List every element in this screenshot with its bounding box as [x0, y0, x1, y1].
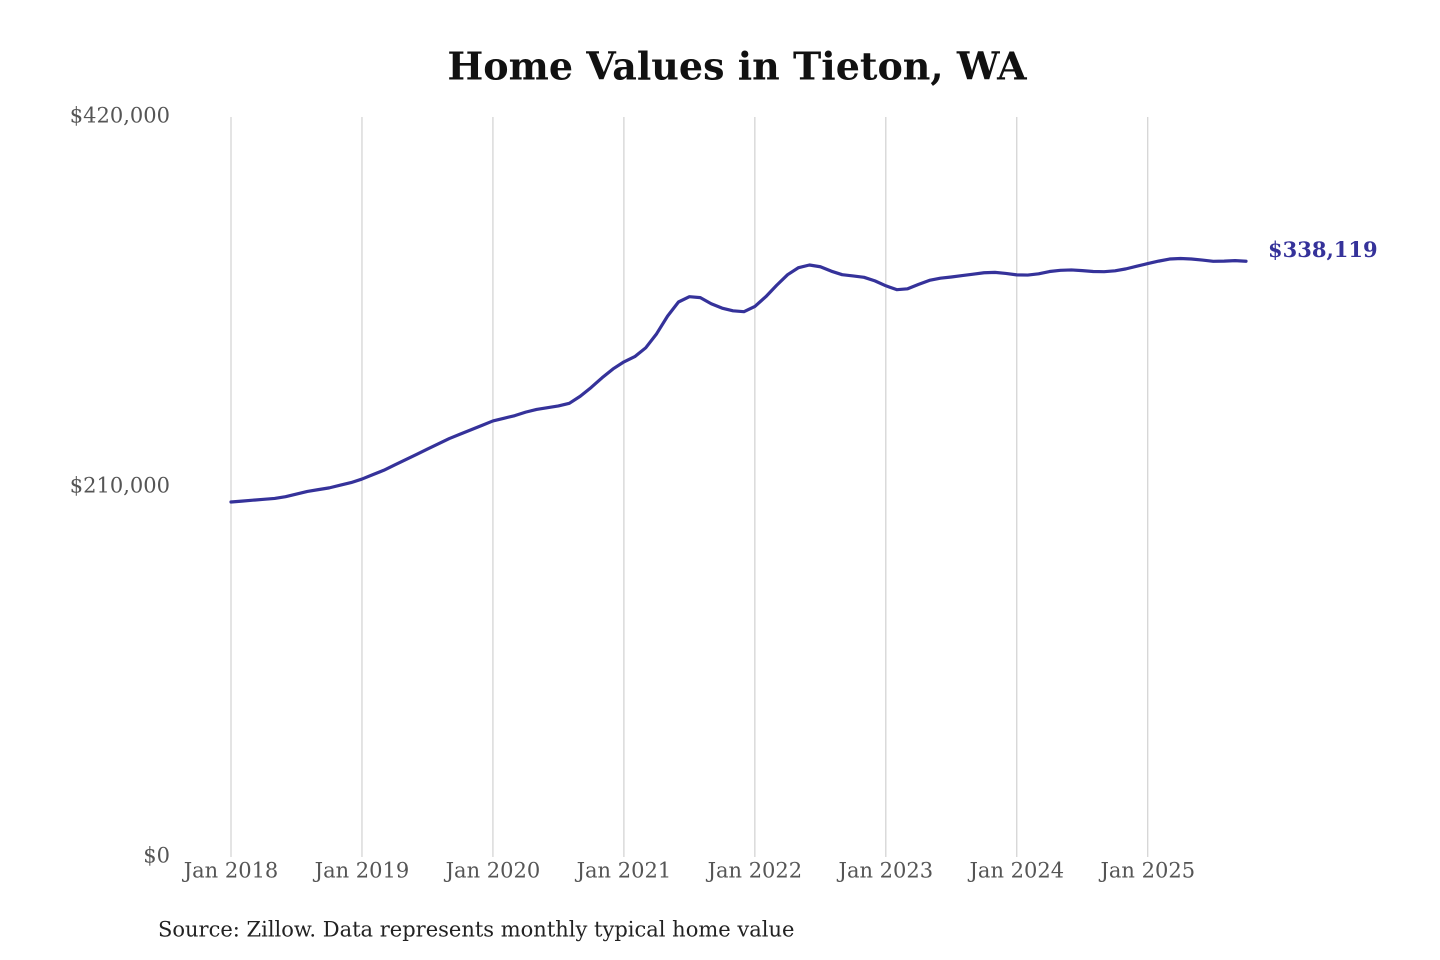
chart-title: Home Values in Tieton, WA	[447, 44, 1027, 89]
x-tick-label: Jan 2021	[575, 859, 672, 883]
line-series	[229, 256, 1248, 504]
x-tick-label: Jan 2020	[444, 859, 541, 883]
x-tick-label: Jan 2019	[313, 859, 410, 883]
source-note: Source: Zillow. Data represents monthly …	[158, 918, 794, 942]
x-tick-label: Jan 2023	[837, 859, 934, 883]
y-tick-label: $0	[143, 844, 170, 868]
x-tick-label: Jan 2024	[968, 859, 1065, 883]
x-tick-label: Jan 2018	[182, 859, 279, 883]
y-tick-label: $210,000	[70, 474, 170, 498]
x-tick-label: Jan 2022	[706, 859, 803, 883]
y-tick-label: $420,000	[70, 104, 170, 128]
end-value-label: $338,119	[1268, 237, 1378, 262]
x-tick-label: Jan 2025	[1098, 859, 1195, 883]
